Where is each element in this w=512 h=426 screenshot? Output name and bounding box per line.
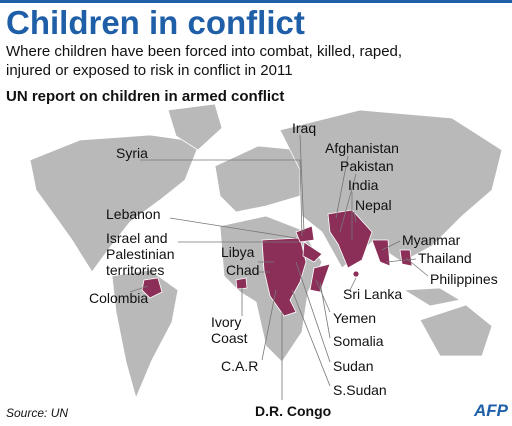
country-label: India: [348, 177, 379, 193]
label-line: Pakistan: [340, 158, 394, 174]
country-label: Philippines: [430, 271, 498, 287]
country-label: Israel and Palestinian territories: [106, 230, 175, 278]
country-label: Ivory Coast: [211, 314, 248, 346]
top-rule: [0, 0, 512, 3]
source: Source: UN: [6, 406, 68, 420]
label-line: Syria: [116, 145, 148, 161]
country-label: Myanmar: [402, 232, 461, 248]
label-line: Palestinian: [106, 246, 175, 262]
label-line: Somalia: [333, 333, 384, 349]
country-label: Lebanon: [106, 206, 161, 222]
country-label: S.Sudan: [333, 382, 387, 398]
label-line: Coast: [211, 330, 248, 346]
label-line: India: [348, 177, 379, 193]
country-label: Syria: [116, 145, 148, 161]
label-line: territories: [106, 262, 164, 278]
label-line: Ivory: [211, 314, 241, 330]
country-label: Thailand: [418, 250, 472, 266]
country-label: Sudan: [333, 358, 373, 374]
label-line: Sudan: [333, 358, 373, 374]
label-line: S.Sudan: [333, 382, 387, 398]
label-line: Libya: [221, 244, 255, 260]
country-label: Afghanistan: [325, 140, 399, 156]
country-labels: Iraq Syria Afghanistan Pakistan India Nepal Le…: [89, 120, 498, 419]
label-line: Thailand: [418, 250, 472, 266]
country-label: Yemen: [333, 310, 376, 326]
title: Children in conflict: [6, 4, 305, 41]
country-label: Libya: [221, 244, 255, 260]
country-label: C.A.R: [221, 358, 258, 374]
leader-lines: [129, 134, 429, 400]
label-line: Lebanon: [106, 206, 161, 222]
country-label: Nepal: [355, 197, 392, 213]
country-label: Chad: [226, 262, 259, 278]
label-line: C.A.R: [221, 358, 258, 374]
logo: AFP: [473, 401, 509, 420]
label-line: Israel and: [106, 230, 167, 246]
label-line: Myanmar: [402, 232, 461, 248]
label-line: Sri Lanka: [343, 286, 402, 302]
section-title: UN report on children in armed conflict: [6, 88, 284, 105]
country-label: D.R. Congo: [255, 403, 331, 419]
country-label: Iraq: [292, 120, 316, 136]
label-line: Yemen: [333, 310, 376, 326]
label-line: Nepal: [355, 197, 392, 213]
country-label: Pakistan: [340, 158, 394, 174]
label-line: Chad: [226, 262, 259, 278]
label-line: Afghanistan: [325, 140, 399, 156]
label-line: D.R. Congo: [255, 403, 331, 419]
world-map: [29, 103, 503, 400]
country-label: Somalia: [333, 333, 384, 349]
subtitle-line: injured or exposed to risk in conflict i…: [6, 62, 293, 79]
label-line: Iraq: [292, 120, 316, 136]
subtitle-line: Where children have been forced into com…: [6, 43, 402, 60]
label-line: Philippines: [430, 271, 498, 287]
label-line: Colombia: [89, 290, 148, 306]
country-label: Colombia: [89, 290, 148, 306]
country-label: Sri Lanka: [343, 286, 402, 302]
